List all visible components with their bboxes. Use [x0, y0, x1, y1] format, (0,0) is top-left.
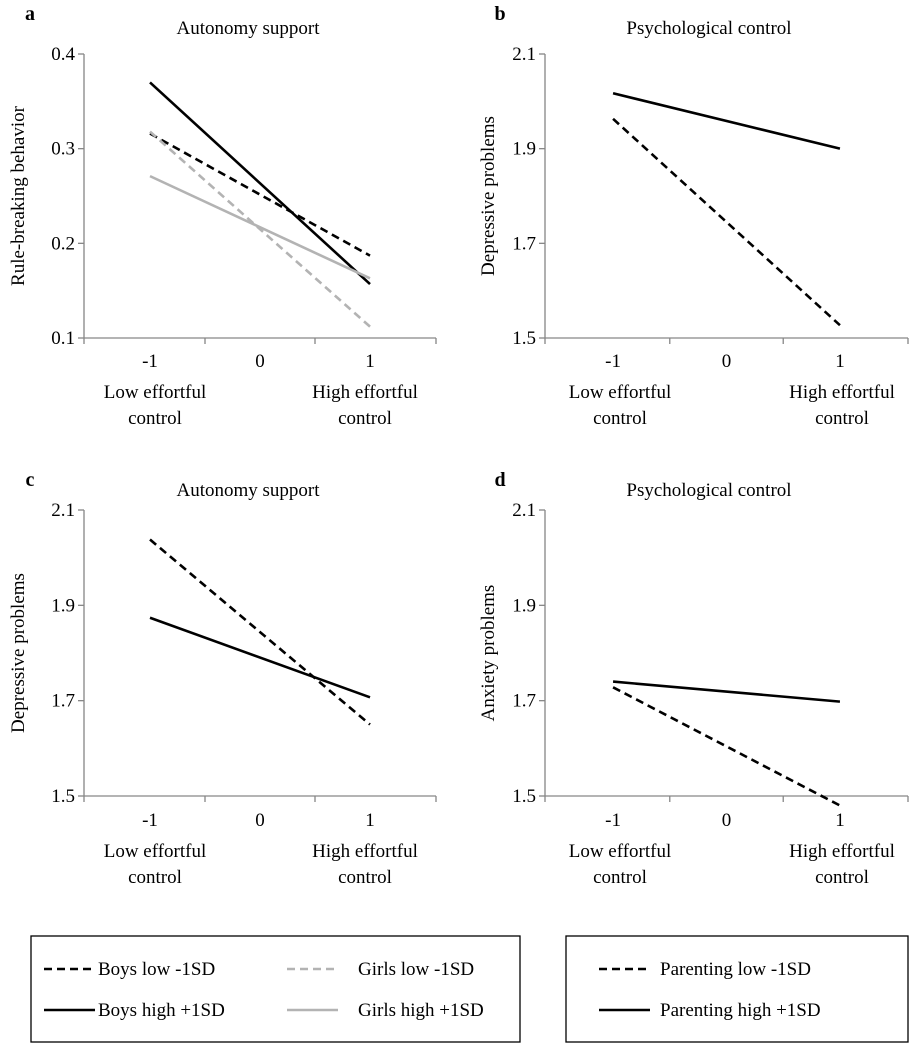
panel-a: a Autonomy support 0.1 0.2 0.3 0.4 -1 0 1 Low eff… — [8, 3, 437, 429]
y-tick-label: 2.1 — [512, 44, 536, 65]
series-line-girls-high-1sd — [149, 174, 371, 280]
y-tick-label: 1.9 — [512, 139, 536, 160]
x-tick-label: 1 — [835, 351, 845, 372]
y-axis-label: Rule-breaking behavior — [8, 105, 29, 286]
x-tick-label: -1 — [605, 351, 621, 372]
x-caption-high-line2: control — [338, 867, 392, 888]
y-axis-label: Depressive problems — [8, 573, 29, 733]
panel-title: Psychological control — [626, 18, 791, 39]
series-line-parenting-high-1sd — [149, 616, 371, 699]
series-line-girls-low-1sd — [149, 130, 371, 328]
y-tick-label: 0.2 — [51, 233, 75, 254]
y-axis-label: Anxiety problems — [478, 585, 499, 722]
x-caption-high-line2: control — [815, 408, 869, 429]
y-tick-label: 0.3 — [51, 139, 75, 160]
y-tick-label: 1.5 — [512, 786, 536, 807]
x-caption-low-line2: control — [593, 867, 647, 888]
x-caption-low-line1: Low effortful — [569, 841, 672, 862]
series-line-boys-low-1sd — [149, 132, 371, 257]
y-tick-label: 1.7 — [512, 233, 536, 254]
panel-letter: d — [494, 469, 505, 491]
x-tick-label: 0 — [255, 810, 265, 831]
x-caption-high-line1: High effortful — [789, 382, 895, 403]
series-line-parenting-low-1sd — [612, 686, 841, 807]
x-caption-high-line1: High effortful — [312, 382, 418, 403]
y-tick-label: 1.7 — [51, 691, 75, 712]
x-tick-label: 0 — [722, 351, 732, 372]
panel-letter: c — [26, 469, 35, 491]
x-tick-label: 1 — [365, 351, 375, 372]
x-caption-high-line2: control — [338, 408, 392, 429]
panel-letter: b — [494, 3, 505, 25]
y-tick-label: 0.1 — [51, 328, 75, 349]
x-tick-label: 1 — [365, 810, 375, 831]
legend-label: Boys high +1SD — [98, 1000, 225, 1021]
legend-box — [30, 935, 521, 1043]
x-caption-low-line1: Low effortful — [104, 841, 207, 862]
x-caption-high-line1: High effortful — [312, 841, 418, 862]
y-tick-label: 1.5 — [512, 328, 536, 349]
legend-1: Boys low -1SD Girls low -1SD Boys high +1S… — [30, 935, 521, 1043]
y-tick-label: 1.7 — [512, 691, 536, 712]
series-line-parenting-high-1sd — [612, 92, 841, 150]
x-tick-label: -1 — [605, 810, 621, 831]
legend-2: Parenting low -1SD Parenting high +1SD — [565, 935, 909, 1043]
y-tick-label: 0.4 — [51, 44, 75, 65]
legend-label: Girls low -1SD — [358, 959, 474, 980]
series-line-parenting-low-1sd — [612, 117, 841, 327]
y-tick-label: 1.5 — [51, 786, 75, 807]
x-caption-high-line1: High effortful — [789, 841, 895, 862]
x-caption-low-line2: control — [128, 867, 182, 888]
x-tick-label: 0 — [255, 351, 265, 372]
legend-label: Girls high +1SD — [358, 1000, 484, 1021]
panel-title: Autonomy support — [176, 18, 320, 39]
y-tick-label: 2.1 — [51, 500, 75, 521]
x-tick-label: -1 — [142, 351, 158, 372]
y-tick-label: 1.9 — [512, 595, 536, 616]
panel-b: b Psychological control 1.5 1.7 1.9 2.1 -1 0 1 Lo… — [478, 3, 909, 429]
panel-d: d Psychological control 1.5 1.7 1.9 2.1 -1 0 1 Lo… — [478, 469, 909, 888]
panel-title: Autonomy support — [176, 480, 320, 501]
x-caption-low-line1: Low effortful — [104, 382, 207, 403]
x-tick-label: 1 — [835, 810, 845, 831]
series-line-parenting-low-1sd — [149, 538, 371, 726]
x-caption-low-line1: Low effortful — [569, 382, 672, 403]
y-tick-label: 1.9 — [51, 595, 75, 616]
x-caption-low-line2: control — [128, 408, 182, 429]
series-line-parenting-high-1sd — [612, 680, 841, 703]
x-tick-label: 0 — [722, 810, 732, 831]
legend-label: Parenting low -1SD — [660, 959, 811, 980]
panel-title: Psychological control — [626, 480, 791, 501]
y-axis-label: Depressive problems — [478, 116, 499, 276]
x-caption-low-line2: control — [593, 408, 647, 429]
series-line-boys-high-1sd — [149, 81, 371, 285]
y-tick-label: 2.1 — [512, 500, 536, 521]
panel-c: c Autonomy support 1.5 1.7 1.9 2.1 -1 0 1 Low eff… — [8, 469, 437, 888]
x-caption-high-line2: control — [815, 867, 869, 888]
legend-label: Boys low -1SD — [98, 959, 215, 980]
panel-letter: a — [25, 3, 35, 25]
legend-box — [565, 935, 909, 1043]
x-tick-label: -1 — [142, 810, 158, 831]
legend-label: Parenting high +1SD — [660, 1000, 821, 1021]
